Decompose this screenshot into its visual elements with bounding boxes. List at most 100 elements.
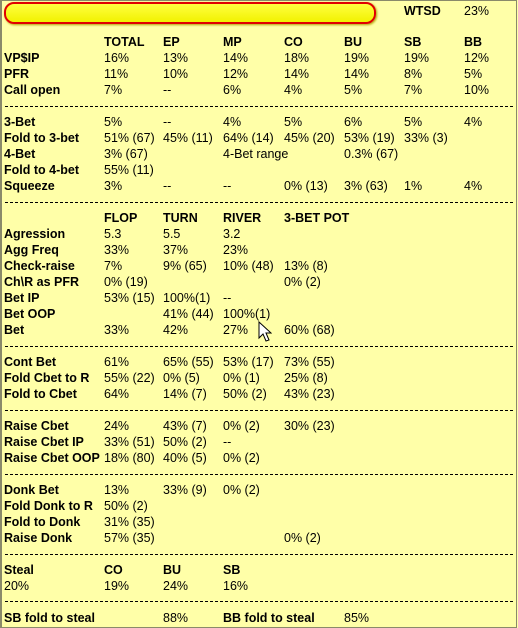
stat-cell: 8% (404, 67, 423, 81)
row-label: Cont Bet (4, 355, 57, 369)
row-label: Ch\R as PFR (4, 275, 80, 289)
divider (5, 202, 513, 203)
stat-cell: 11% (104, 67, 129, 81)
row-label: Fold to Cbet (4, 387, 77, 401)
row-label: Fold to 3-bet (4, 131, 79, 145)
stat-cell: 33% (104, 243, 130, 257)
stat-cell: -- (223, 179, 232, 193)
row-label: Agg Freq (4, 243, 59, 257)
row-label: Bet IP (4, 291, 40, 305)
steal-col-sb: SB (223, 563, 241, 577)
stat-cell: 0% (2) (223, 451, 260, 465)
steal-bu-value: 24% (163, 579, 189, 593)
stat-cell: 0% (2) (223, 483, 260, 497)
steal-label: Steal (4, 563, 34, 577)
stat-cell: 4% (464, 179, 483, 193)
stat-cell: 0% (2) (284, 531, 321, 545)
stat-cell: 6% (223, 83, 242, 97)
wtsd-value: 23% (464, 4, 490, 18)
stat-cell: 3% (63) (344, 179, 388, 193)
stat-cell: 10% (464, 83, 490, 97)
stat-cell: 10% (163, 67, 189, 81)
stat-cell: 7% (404, 83, 423, 97)
row-label: VP$IP (4, 51, 40, 65)
column-header: BU (344, 35, 363, 49)
stat-cell: 61% (104, 355, 130, 369)
column-header: RIVER (223, 211, 262, 225)
row-label: Raise Cbet (4, 419, 69, 433)
stat-cell: 27% (223, 323, 249, 337)
stat-cell: 4% (464, 115, 483, 129)
stat-cell: 45% (11) (163, 131, 213, 145)
stat-cell: 31% (35) (104, 515, 155, 529)
stat-cell: 12% (464, 51, 490, 65)
stat-cell: 19% (404, 51, 430, 65)
stat-cell: 33% (51) (104, 435, 155, 449)
stat-cell: 13% (104, 483, 130, 497)
stat-cell: -- (163, 115, 172, 129)
column-header: MP (223, 35, 242, 49)
row-label: Donk Bet (4, 483, 59, 497)
stat-cell: 37% (163, 243, 189, 257)
divider (5, 410, 513, 411)
steal-sb-value: 16% (223, 579, 249, 593)
stat-cell: 18% (284, 51, 310, 65)
stat-cell: 53% (15) (104, 291, 155, 305)
stat-cell: 5% (404, 115, 423, 129)
stat-cell: 16% (104, 51, 130, 65)
row-label: 3-Bet (4, 115, 36, 129)
divider (5, 106, 513, 107)
row-label: Bet (4, 323, 25, 337)
column-header: CO (284, 35, 303, 49)
divider (5, 601, 513, 602)
stat-cell: 25% (8) (284, 371, 328, 385)
row-label: Fold to Donk (4, 515, 81, 529)
bb-fold-to-steal-label: BB fold to steal (223, 611, 315, 625)
stat-cell: 12% (223, 67, 249, 81)
steal-col-bu: BU (163, 563, 182, 577)
row-label: Fold Cbet to R (4, 371, 90, 385)
stat-cell: 4-Bet range (223, 147, 289, 161)
stat-cell: 3.2 (223, 227, 241, 241)
player-name-bar[interactable] (4, 2, 376, 24)
stat-cell: 13% (8) (284, 259, 328, 273)
column-header: SB (404, 35, 422, 49)
row-label: Raise Donk (4, 531, 73, 545)
stat-cell: 50% (2) (104, 499, 148, 513)
stat-cell: 43% (23) (284, 387, 335, 401)
stat-cell: 3% (67) (104, 147, 148, 161)
row-label: Call open (4, 83, 61, 97)
stat-cell: 65% (55) (163, 355, 214, 369)
stat-cell: 5.3 (104, 227, 122, 241)
steal-col-co: CO (104, 563, 123, 577)
steal-value: 20% (4, 579, 30, 593)
row-label: Fold Donk to R (4, 499, 93, 513)
stat-cell: 42% (163, 323, 189, 337)
column-header: BB (464, 35, 483, 49)
stat-cell: 5% (344, 83, 363, 97)
stat-cell: -- (223, 435, 232, 449)
row-label: Raise Cbet OOP (4, 451, 100, 465)
stat-cell: 5.5 (163, 227, 181, 241)
stat-cell: 1% (404, 179, 423, 193)
column-header: 3-BET POT (284, 211, 350, 225)
steal-co-value: 19% (104, 579, 130, 593)
stat-cell: 100%(1) (223, 307, 271, 321)
stat-cell: 14% (344, 67, 370, 81)
stat-cell: 0% (19) (104, 275, 148, 289)
divider (5, 554, 513, 555)
stat-cell: 57% (35) (104, 531, 155, 545)
stat-cell: 41% (44) (163, 307, 214, 321)
stat-cell: 7% (104, 83, 123, 97)
stat-cell: 0% (13) (284, 179, 328, 193)
stat-cell: 0% (5) (163, 371, 200, 385)
row-label: Fold to 4-bet (4, 163, 79, 177)
stat-cell: 60% (68) (284, 323, 335, 337)
row-label: Squeeze (4, 179, 55, 193)
stat-cell: 24% (104, 419, 130, 433)
stat-cell: 55% (11) (104, 163, 154, 177)
stat-cell: 64% (14) (223, 131, 274, 145)
stat-cell: 0.3% (67) (344, 147, 399, 161)
column-header: TOTAL (104, 35, 145, 49)
